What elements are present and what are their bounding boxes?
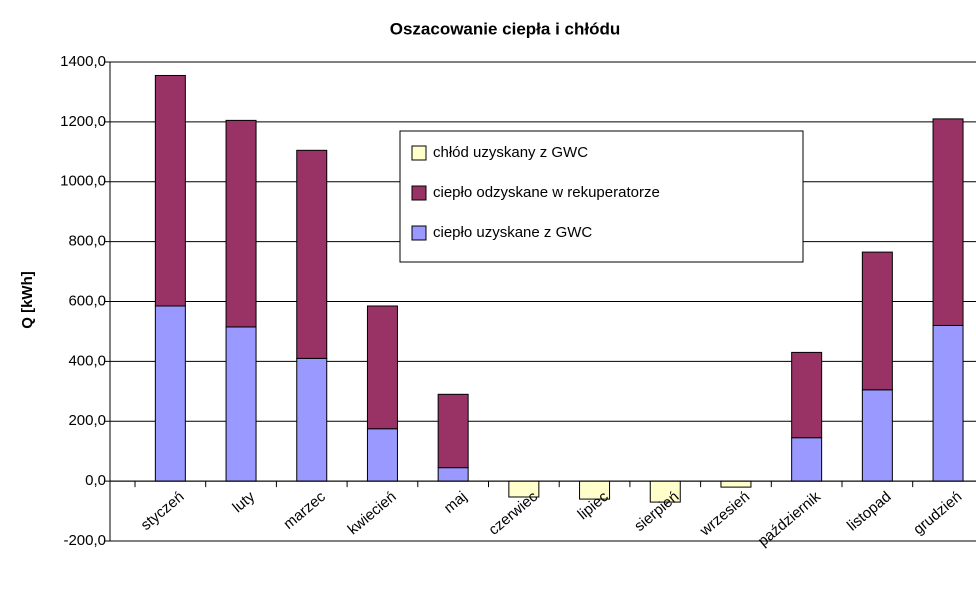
legend-label: chłód uzyskany z GWC bbox=[433, 144, 588, 161]
legend-box bbox=[399, 130, 804, 263]
bar-segment bbox=[154, 74, 186, 307]
legend-swatch bbox=[411, 185, 427, 201]
bar-segment bbox=[932, 118, 964, 326]
bar-segment bbox=[437, 467, 469, 482]
legend-swatch bbox=[411, 225, 427, 241]
y-tick-label: 400,0 bbox=[68, 352, 106, 369]
legend-label: ciepło uzyskane z GWC bbox=[433, 224, 592, 241]
y-axis-label: Q [kWh] bbox=[19, 271, 36, 329]
legend-swatch bbox=[411, 145, 427, 161]
chart-title: Oszacowanie ciepła i chłódu bbox=[390, 19, 621, 38]
y-tick-label: -200,0 bbox=[63, 532, 106, 549]
legend-label: ciepło odzyskane w rekuperatorze bbox=[433, 184, 660, 201]
bar-segment bbox=[366, 305, 398, 430]
y-tick-label: 1400,0 bbox=[60, 53, 106, 70]
bar-segment bbox=[154, 305, 186, 482]
bar-segment bbox=[296, 149, 328, 359]
y-tick-label: 1000,0 bbox=[60, 173, 106, 190]
bar-segment bbox=[225, 119, 257, 328]
y-tick-label: 1200,0 bbox=[60, 113, 106, 130]
y-tick-label: 0,0 bbox=[85, 472, 106, 489]
bar-segment bbox=[932, 324, 964, 482]
y-tick-label: 600,0 bbox=[68, 292, 106, 309]
y-tick-label: 200,0 bbox=[68, 412, 106, 429]
bar-segment bbox=[861, 251, 893, 391]
bar-segment bbox=[437, 393, 469, 469]
bar-segment bbox=[366, 428, 398, 482]
bar-segment bbox=[791, 437, 823, 482]
bar-segment bbox=[296, 357, 328, 482]
y-tick-label: 800,0 bbox=[68, 233, 106, 250]
bar-segment bbox=[861, 389, 893, 482]
bar-segment bbox=[791, 351, 823, 439]
bar-segment bbox=[720, 480, 752, 488]
bar-segment bbox=[225, 326, 257, 482]
